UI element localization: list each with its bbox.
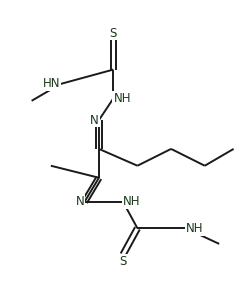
Text: NH: NH: [185, 222, 203, 235]
Text: NH: NH: [123, 195, 140, 208]
Text: S: S: [119, 255, 127, 268]
Text: S: S: [110, 26, 117, 40]
Text: NH: NH: [113, 92, 131, 105]
Text: N: N: [90, 114, 99, 127]
Text: N: N: [76, 195, 85, 208]
Text: HN: HN: [43, 77, 61, 91]
